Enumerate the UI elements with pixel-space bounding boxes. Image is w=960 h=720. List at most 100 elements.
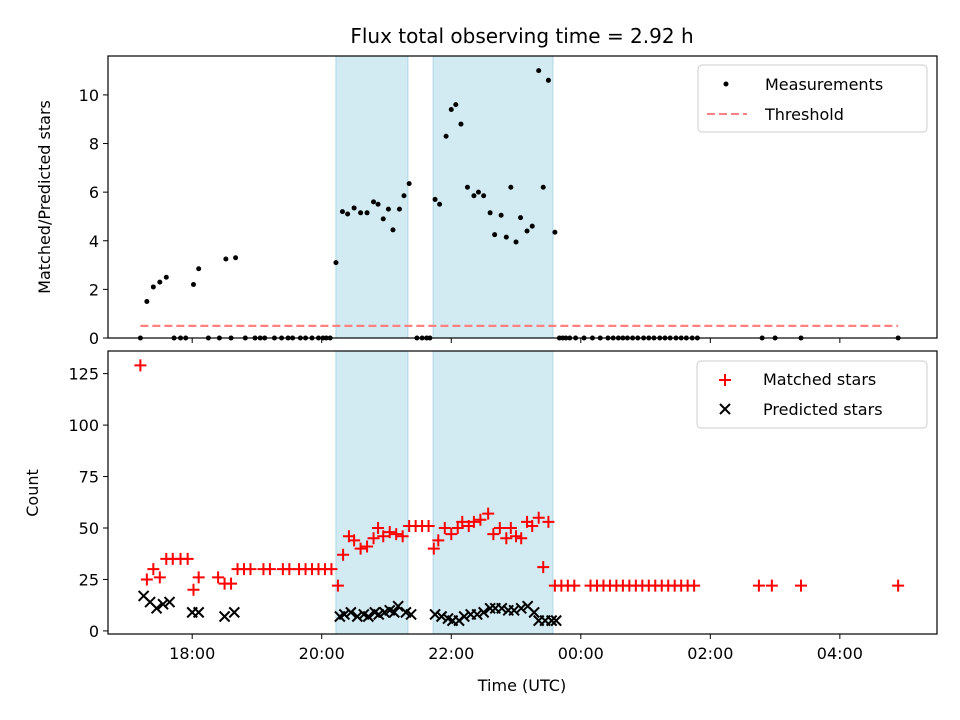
- matched-star-point: [187, 583, 200, 596]
- x-tick-label: 22:00: [428, 644, 474, 663]
- top-y-axis-label: Matched/Predicted stars: [35, 100, 54, 294]
- predicted-star-point: [550, 614, 562, 627]
- matched-star-point: [892, 579, 905, 592]
- measurement-point: [545, 77, 551, 83]
- bottom-y-tick-label: 75: [79, 468, 99, 487]
- measurement-point: [443, 133, 449, 139]
- measurement-point: [453, 102, 459, 108]
- measurement-point: [432, 196, 438, 202]
- predicted-star-point: [545, 614, 558, 627]
- predicted-star-point: [484, 602, 496, 614]
- legend-predicted-label: Predicted stars: [763, 400, 883, 419]
- matched-star-point: [467, 515, 480, 528]
- matched-star-point: [367, 532, 380, 545]
- matched-star-point: [244, 563, 257, 576]
- matched-star-point: [474, 513, 487, 526]
- matched-star-point: [515, 532, 528, 545]
- matched-star-point: [532, 511, 545, 524]
- matched-star-point: [383, 526, 396, 539]
- predicted-star-point: [150, 602, 163, 614]
- bottom-y-tick-label: 100: [68, 416, 99, 435]
- measurement-point: [498, 212, 504, 218]
- shaded-interval: [433, 351, 553, 634]
- top-y-tick-label: 8: [89, 135, 99, 154]
- predicted-star-point: [528, 606, 540, 619]
- matched-stars-points: [134, 359, 905, 596]
- measurement-point: [492, 232, 498, 238]
- chart-title: Flux total observing time = 2.92 h: [350, 24, 693, 48]
- matched-star-point: [568, 579, 581, 592]
- measurement-point: [333, 260, 339, 266]
- predicted-star-point: [388, 606, 400, 619]
- measurement-point: [351, 205, 357, 211]
- measurement-point: [529, 223, 535, 229]
- x-tick-label: 02:00: [687, 644, 733, 663]
- matched-star-point: [147, 563, 160, 576]
- predicted-star-point: [515, 602, 527, 614]
- top-y-ticks: 0 2 4 6 8 10: [79, 86, 108, 348]
- x-tick-label: 20:00: [299, 644, 345, 663]
- measurement-point: [385, 206, 391, 212]
- matched-star-point: [438, 522, 451, 535]
- predicted-star-point: [218, 610, 231, 623]
- measurement-point: [163, 274, 169, 280]
- bottom-axes-frame: [107, 350, 938, 635]
- top-y-tick-label: 4: [89, 232, 99, 251]
- predicted-star-point: [458, 610, 470, 623]
- measurement-point: [390, 227, 396, 233]
- legend-threshold-label: Threshold: [764, 105, 844, 124]
- matched-star-point: [181, 552, 194, 565]
- measurement-point: [508, 184, 514, 190]
- measurement-point: [380, 216, 386, 222]
- matched-star-point: [348, 534, 361, 547]
- x-tick-label: 04:00: [817, 644, 863, 663]
- matched-star-point: [192, 571, 205, 584]
- bottom-panel: 0 25 50 75 100 125 18:00 20:00 22:00 00:00 02:00 0…: [23, 350, 938, 695]
- bottom-legend: Matched stars Predicted stars: [696, 360, 928, 429]
- matched-star-point: [134, 359, 147, 372]
- matched-star-point: [510, 530, 523, 543]
- bottom-shaded-intervals: [335, 351, 554, 634]
- top-y-tick-label: 10: [79, 86, 99, 105]
- bottom-y-ticks: 0 25 50 75 100 125: [68, 365, 108, 641]
- legend-measurements-marker: [723, 81, 729, 87]
- measurement-point: [536, 68, 542, 74]
- matched-star-point: [140, 573, 153, 586]
- measurement-point: [371, 199, 377, 205]
- matched-star-point: [225, 577, 238, 590]
- legend-measurements-label: Measurements: [765, 75, 883, 94]
- x-axis-label: Time (UTC): [477, 676, 566, 695]
- bottom-y-tick-label: 50: [79, 519, 99, 538]
- matched-star-point: [445, 528, 458, 541]
- matched-star-point: [765, 579, 778, 592]
- matched-star-point: [794, 579, 807, 592]
- predicted-star-point: [496, 602, 508, 614]
- predicted-stars-points: [137, 590, 562, 627]
- matched-star-point: [427, 542, 440, 555]
- legend-matched-label: Matched stars: [763, 370, 876, 389]
- predicted-star-point: [392, 600, 404, 612]
- measurement-point: [375, 201, 381, 207]
- predicted-star-point: [405, 608, 417, 621]
- bottom-y-tick-label: 125: [68, 365, 99, 384]
- top-panel: 0 2 4 6 8 10 Matched/Predicted stars Measurem…: [35, 55, 938, 348]
- measurement-point: [458, 121, 464, 127]
- measurement-point: [401, 193, 407, 199]
- predicted-star-point: [477, 606, 490, 619]
- top-shaded-intervals: [335, 56, 554, 338]
- measurement-point: [448, 106, 454, 112]
- measurement-point: [223, 256, 229, 262]
- measurement-point: [518, 215, 524, 221]
- matched-star-point: [504, 522, 517, 535]
- predicted-star-point: [192, 606, 205, 619]
- predicted-star-point: [163, 596, 176, 608]
- measurement-point: [503, 234, 509, 240]
- predicted-star-point: [508, 604, 520, 617]
- matched-star-point: [354, 542, 367, 555]
- measurement-point: [364, 210, 370, 216]
- shaded-interval: [335, 351, 408, 634]
- matched-star-point: [372, 522, 385, 535]
- measurement-point: [487, 210, 493, 216]
- measurement-point: [144, 299, 150, 305]
